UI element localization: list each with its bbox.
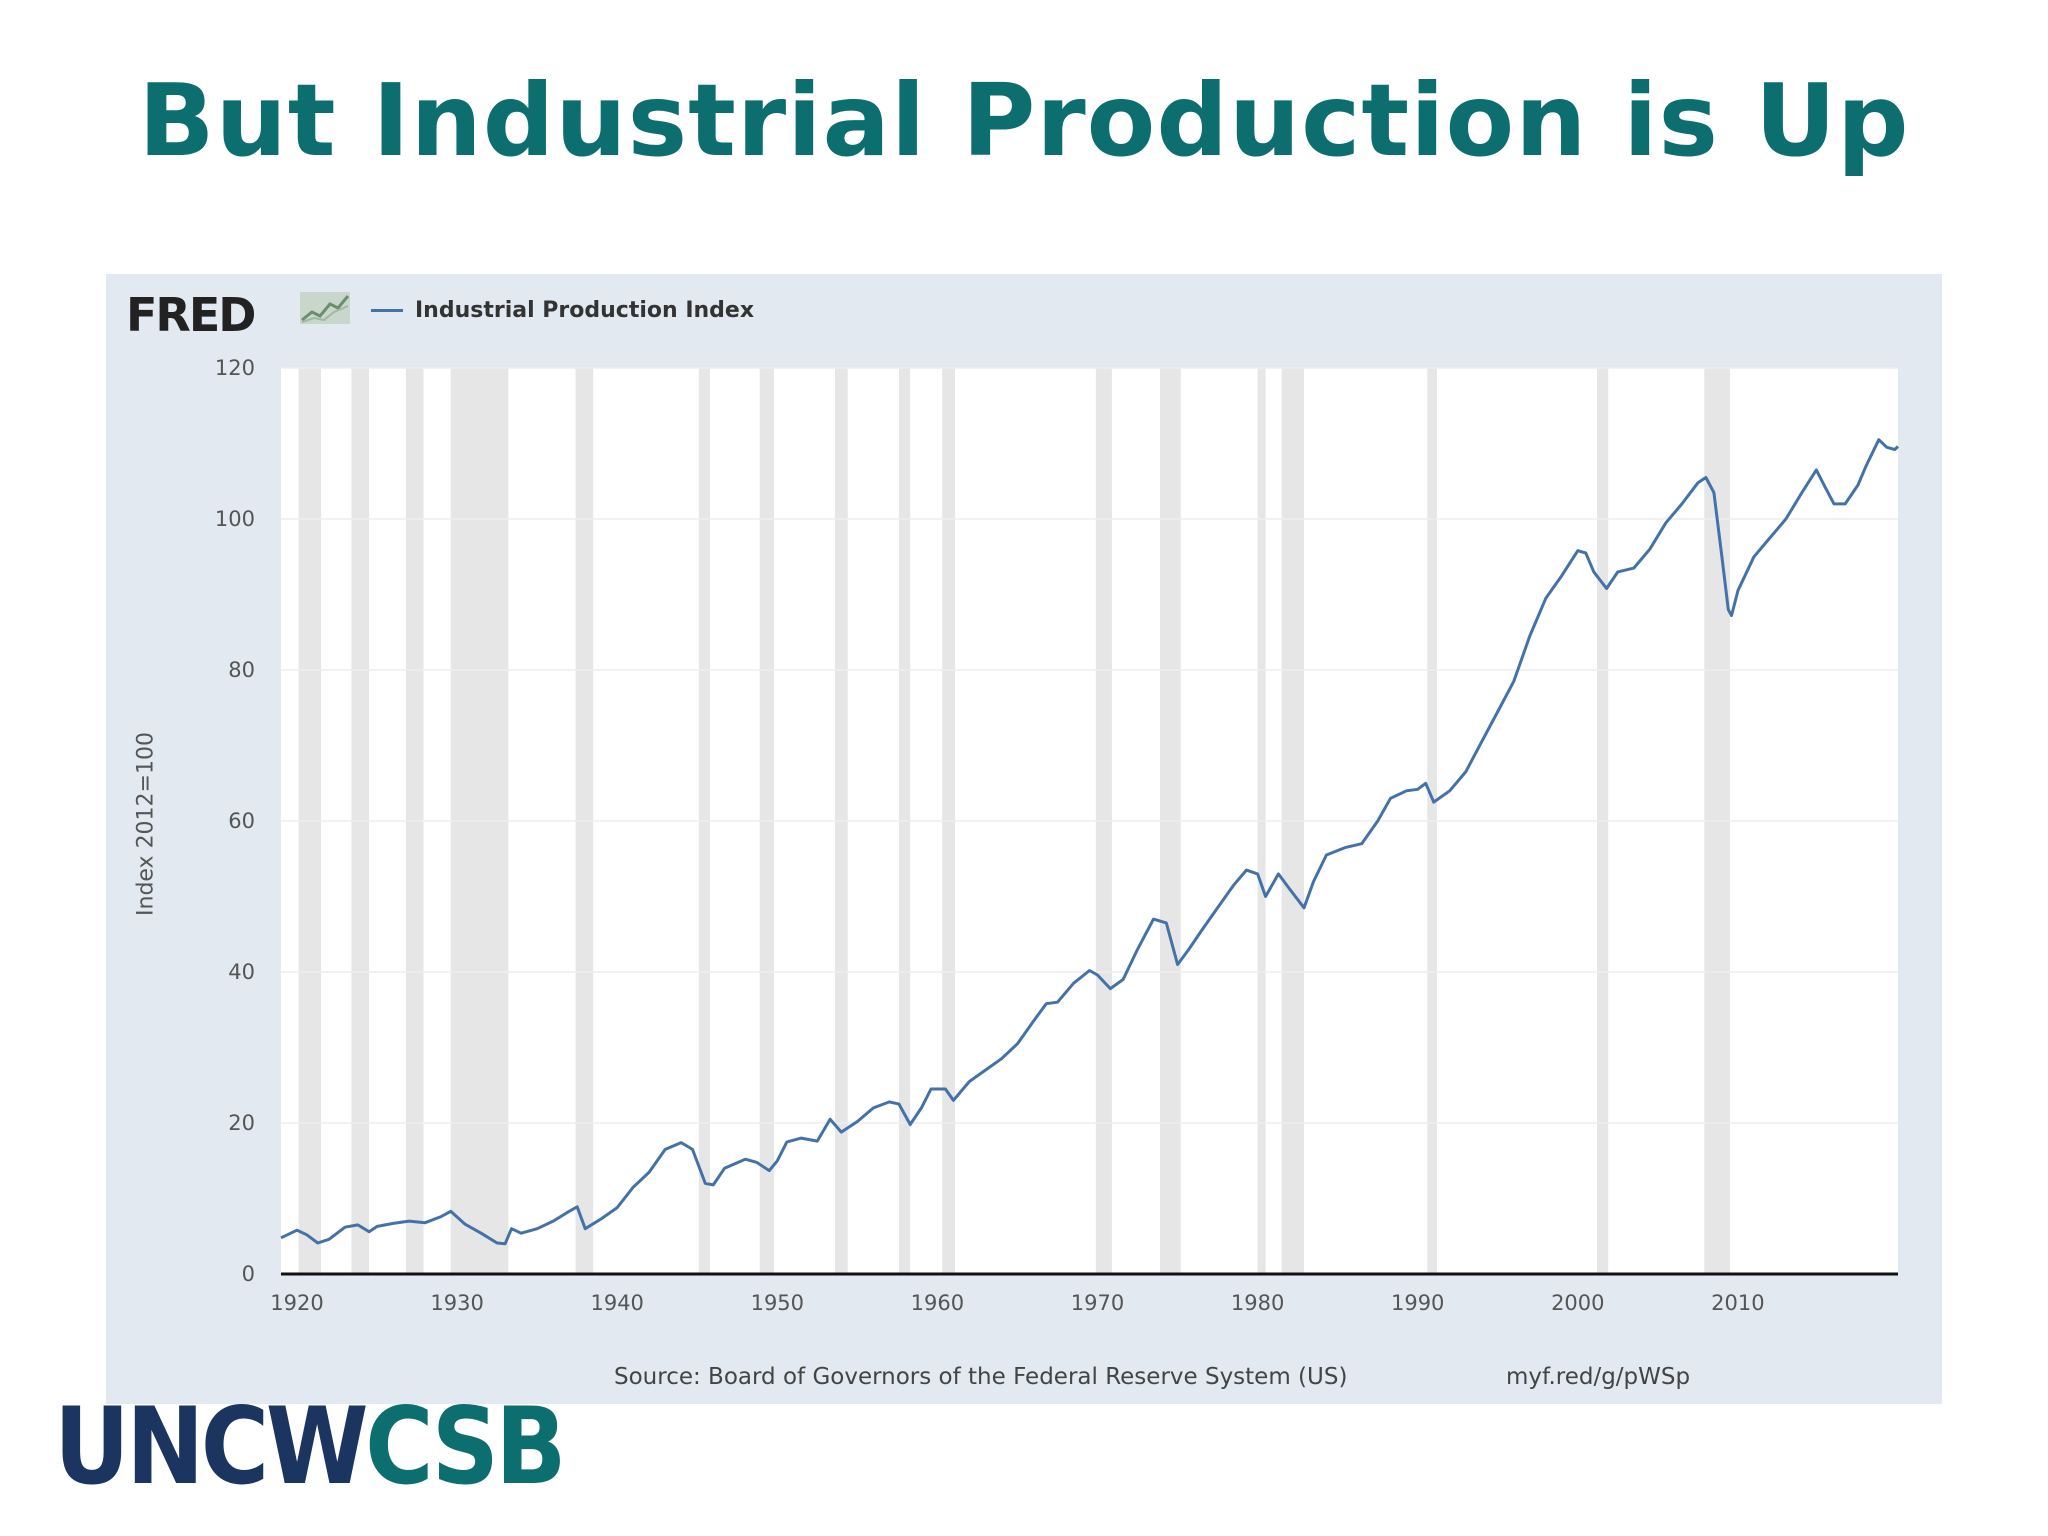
x-tick-label: 2000 [1551,1291,1604,1315]
brand-logo-accent: CSB [365,1385,566,1508]
y-tick-label: 120 [215,356,255,380]
x-tick-label: 1970 [1071,1291,1124,1315]
slide-title: But Industrial Production is Up [138,62,1910,179]
fred-graph-icon [300,292,350,324]
x-tick-label: 1920 [270,1291,323,1315]
legend-swatch [371,309,403,312]
line-chart: 0 20 40 60 80 100 120 1920 1930 1940 1950 1960 1970 1… [215,356,1900,1315]
y-tick-label: 80 [228,658,255,682]
y-tick-label: 60 [228,809,255,833]
source-note: Source: Board of Governors of the Federa… [614,1364,1348,1390]
legend-label: Industrial Production Index [415,298,755,323]
x-tick-label: 1950 [751,1291,804,1315]
y-tick-label: 20 [228,1111,255,1135]
x-tick-label: 1930 [430,1291,483,1315]
brand-logo: UNCWCSB [54,1394,567,1500]
x-tick-label: 1960 [911,1291,964,1315]
x-tick-label: 2010 [1711,1291,1764,1315]
x-tick-label: 1940 [590,1291,643,1315]
y-tick-label: 40 [228,960,255,984]
fred-logo: FRED [126,288,256,342]
y-tick-label: 0 [242,1262,255,1286]
x-tick-label: 1990 [1391,1291,1444,1315]
series-line [280,438,1900,1246]
source-link[interactable]: myf.red/g/pWSp [1506,1364,1691,1390]
x-tick-label: 1980 [1231,1291,1284,1315]
brand-logo-primary: UNCW [54,1385,369,1508]
y-tick-label: 100 [215,507,255,531]
chart-legend: Industrial Production Index [371,298,754,323]
